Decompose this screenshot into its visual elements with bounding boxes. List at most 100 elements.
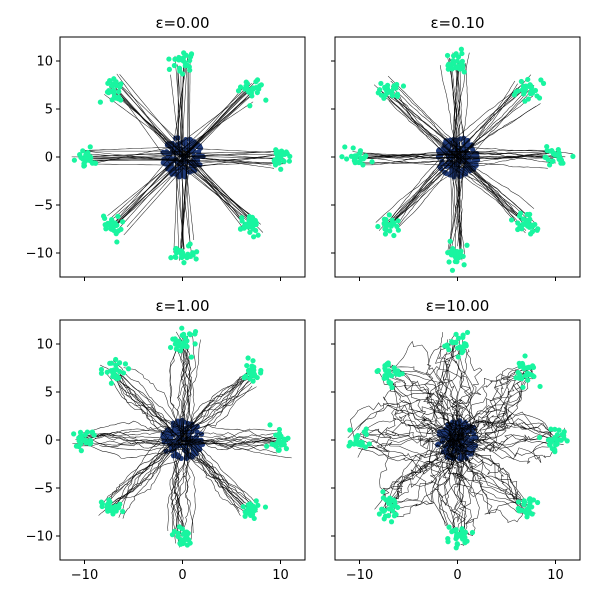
trajectory-line bbox=[179, 159, 252, 221]
target-point bbox=[253, 498, 259, 504]
target-point bbox=[444, 52, 451, 59]
target-point bbox=[547, 162, 553, 168]
trajectory-line bbox=[180, 72, 182, 148]
trajectory-line bbox=[390, 88, 458, 159]
trajectory-line bbox=[80, 146, 179, 151]
trajectory-line bbox=[176, 386, 257, 446]
target-point bbox=[518, 78, 524, 85]
target-point bbox=[529, 229, 536, 235]
target-point bbox=[98, 499, 105, 505]
target-point bbox=[172, 56, 178, 62]
target-point bbox=[255, 502, 261, 508]
trajectory-line bbox=[181, 55, 188, 158]
plot-area bbox=[71, 50, 293, 266]
target-point bbox=[188, 354, 195, 360]
trajectory-line bbox=[457, 438, 527, 523]
target-point bbox=[386, 500, 392, 506]
target-point bbox=[173, 337, 179, 344]
target-point bbox=[113, 366, 120, 372]
target-point bbox=[244, 224, 251, 230]
trajectory-line bbox=[452, 439, 525, 508]
target-point bbox=[264, 443, 270, 449]
trajectory-line bbox=[184, 385, 253, 441]
trajectory-line bbox=[462, 158, 535, 209]
trajectory-line bbox=[119, 74, 186, 153]
trajectory-line bbox=[459, 439, 558, 464]
target-point bbox=[267, 422, 273, 428]
target-point bbox=[450, 528, 456, 534]
target-point bbox=[91, 160, 97, 166]
trajectories bbox=[347, 332, 565, 546]
target-point bbox=[78, 441, 84, 447]
trajectory-line bbox=[451, 379, 516, 438]
trajectory-line bbox=[72, 442, 188, 449]
target-point bbox=[186, 331, 193, 337]
y-tick-label: 5 bbox=[45, 103, 53, 118]
target-point bbox=[399, 371, 405, 377]
trajectory-line bbox=[455, 162, 548, 169]
trajectory-line bbox=[394, 340, 464, 430]
target-point bbox=[360, 162, 366, 168]
target-point bbox=[87, 439, 94, 445]
target-point bbox=[192, 341, 198, 347]
target-point bbox=[179, 325, 185, 331]
target-point bbox=[534, 499, 541, 506]
source-point bbox=[184, 447, 190, 453]
target-point bbox=[273, 156, 279, 162]
trajectory-line bbox=[383, 153, 449, 231]
target-point bbox=[104, 369, 110, 375]
trajectory-line bbox=[438, 437, 465, 536]
trajectory-line bbox=[99, 434, 185, 508]
target-point bbox=[464, 242, 470, 248]
target-point bbox=[458, 46, 464, 52]
target-point bbox=[395, 504, 401, 511]
target-point bbox=[453, 536, 459, 542]
trajectory-line bbox=[178, 93, 254, 162]
trajectory-line bbox=[350, 156, 468, 168]
trajectory-line bbox=[172, 433, 292, 459]
target-point bbox=[116, 360, 123, 366]
target-point bbox=[382, 84, 388, 90]
target-point bbox=[172, 246, 179, 252]
trajectory-line bbox=[441, 440, 466, 540]
trajectory-line bbox=[449, 155, 554, 159]
target-point bbox=[362, 444, 369, 450]
target-point bbox=[120, 508, 126, 515]
trajectory-line bbox=[178, 444, 248, 509]
trajectory-line bbox=[179, 447, 248, 507]
trajectory-line bbox=[181, 447, 245, 512]
trajectory-line bbox=[382, 379, 455, 438]
target-point bbox=[117, 501, 123, 507]
trajectory-line bbox=[189, 339, 201, 442]
target-point bbox=[167, 344, 174, 351]
trajectory-line bbox=[450, 414, 553, 446]
trajectory-line bbox=[110, 448, 171, 500]
trajectory-line bbox=[387, 375, 469, 435]
target-point bbox=[525, 377, 531, 383]
trajectory-line bbox=[180, 153, 281, 157]
trajectory-line bbox=[366, 426, 462, 440]
trajectory-line bbox=[181, 158, 188, 251]
target-point bbox=[169, 532, 176, 538]
trajectory-line bbox=[376, 369, 457, 446]
trajectory-line bbox=[181, 161, 252, 217]
target-point bbox=[382, 373, 388, 379]
target-point bbox=[250, 358, 256, 364]
trajectory-line bbox=[180, 345, 188, 443]
trajectory-line bbox=[362, 152, 457, 158]
target-point bbox=[245, 510, 251, 516]
target-point bbox=[515, 226, 521, 233]
trajectory-line bbox=[376, 432, 464, 506]
target-point bbox=[107, 78, 113, 84]
trajectory-line bbox=[112, 369, 175, 452]
target-point bbox=[176, 343, 182, 349]
trajectory-line bbox=[182, 332, 192, 439]
target-point bbox=[455, 354, 461, 360]
y-tick-label: −5 bbox=[34, 482, 53, 497]
target-point bbox=[395, 227, 401, 233]
trajectory-line bbox=[384, 157, 441, 229]
target-point bbox=[108, 360, 115, 366]
target-point bbox=[181, 50, 187, 56]
trajectory-line bbox=[457, 163, 465, 247]
target-point bbox=[108, 380, 115, 386]
